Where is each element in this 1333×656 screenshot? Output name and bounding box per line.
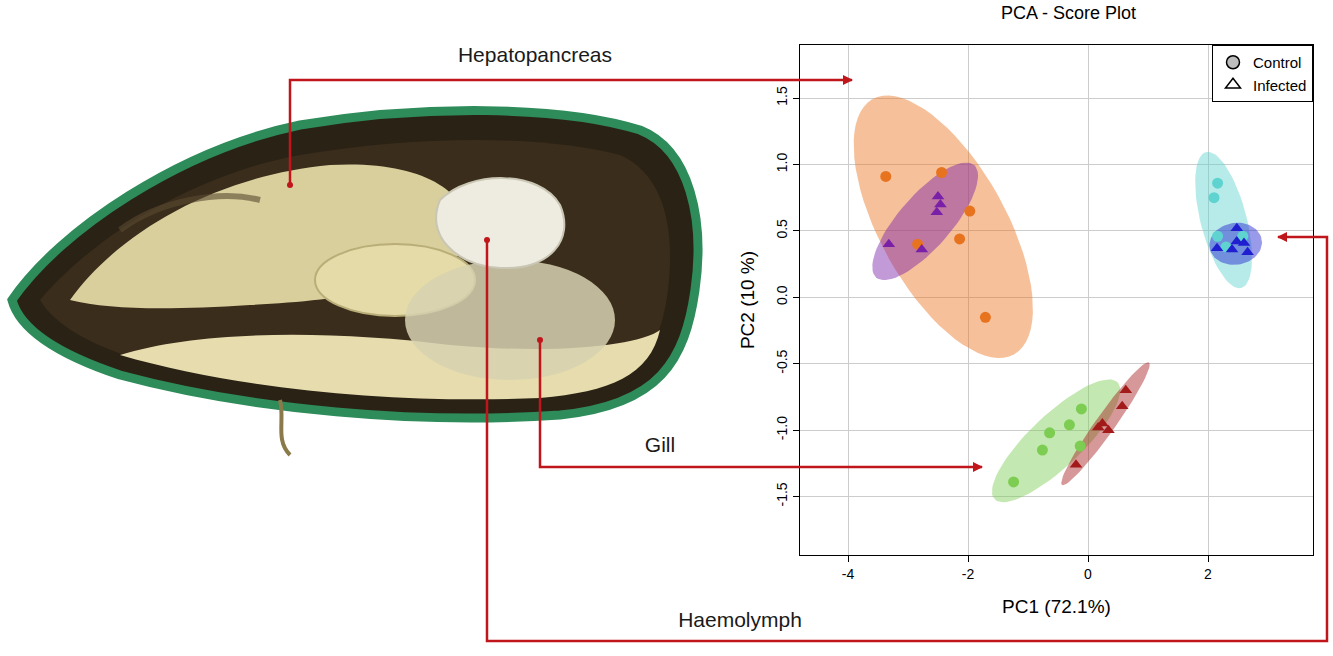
- svg-text:-0.5: -0.5: [774, 349, 790, 373]
- svg-text:PC2 (10 %): PC2 (10 %): [737, 251, 758, 349]
- svg-text:Hepatopancreas: Hepatopancreas: [458, 43, 612, 66]
- svg-text:0: 0: [1084, 566, 1092, 582]
- svg-text:-1.0: -1.0: [774, 416, 790, 440]
- svg-text:-1.5: -1.5: [774, 482, 790, 506]
- svg-text:-2: -2: [962, 566, 975, 582]
- svg-text:PCA - Score Plot: PCA - Score Plot: [1001, 3, 1136, 23]
- svg-text:1.0: 1.0: [774, 152, 790, 172]
- svg-text:Haemolymph: Haemolymph: [678, 608, 802, 631]
- svg-text:Gill: Gill: [645, 433, 675, 456]
- svg-text:Infected: Infected: [1253, 77, 1306, 94]
- svg-text:0.5: 0.5: [774, 219, 790, 239]
- svg-text:1.5: 1.5: [774, 86, 790, 106]
- svg-text:Control: Control: [1253, 54, 1301, 71]
- svg-text:-4: -4: [842, 566, 855, 582]
- svg-text:0.0: 0.0: [774, 285, 790, 305]
- svg-text:PC1 (72.1%): PC1 (72.1%): [1002, 596, 1111, 617]
- svg-text:2: 2: [1204, 566, 1212, 582]
